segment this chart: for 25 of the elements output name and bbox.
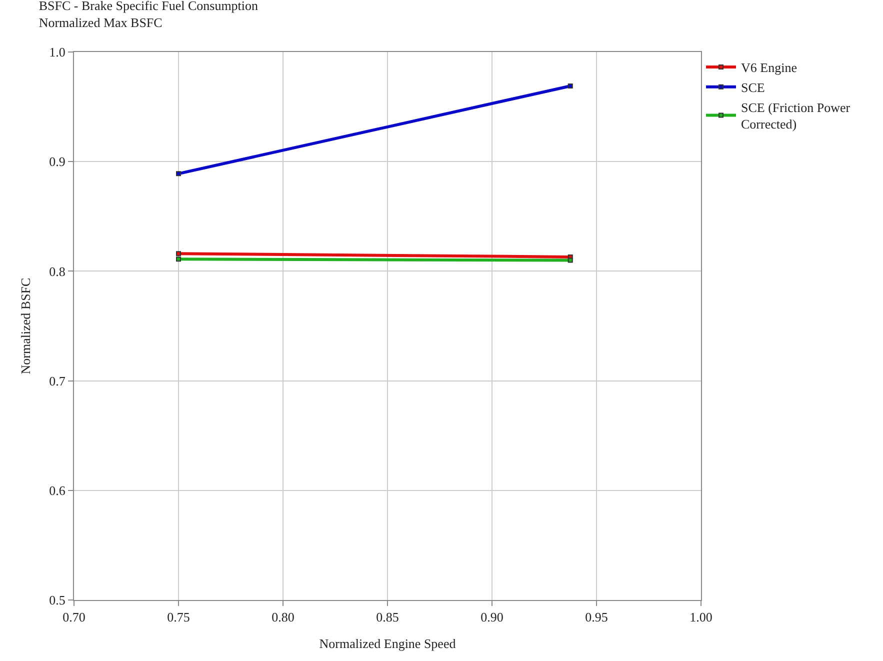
x-tick-label: 1.00 — [690, 610, 712, 625]
x-tick-label: 0.70 — [62, 610, 86, 625]
y-tick-label: 0.9 — [49, 154, 66, 170]
x-tick-label: 0.90 — [480, 610, 504, 625]
point — [568, 83, 573, 88]
point — [176, 171, 181, 176]
y-tick-label: 0.7 — [49, 373, 66, 388]
x-tick-label: 0.85 — [376, 610, 399, 625]
y-tick-label: 1.0 — [49, 44, 66, 60]
x-tick-label: 0.95 — [585, 610, 608, 625]
y-axis-title: Normalized BSFC — [18, 278, 34, 374]
legend-label: SCE (Friction Power Corrected) — [741, 100, 851, 132]
point — [568, 258, 573, 263]
y-tick-label: 0.8 — [49, 264, 66, 279]
chart-subtitle: Normalized Max BSFC — [38, 14, 162, 30]
point — [176, 256, 181, 262]
y-tick-label: 0.5 — [49, 592, 66, 608]
x-tick-label: 0.75 — [167, 610, 190, 625]
point — [176, 251, 181, 256]
x-axis-title: Normalized Engine Speed — [319, 636, 456, 652]
legend-label: V6 Engine — [741, 60, 798, 76]
chart-title: BSFC - Brake Specific Fuel Consumption — [38, 0, 259, 13]
y-tick-label: 0.6 — [49, 482, 66, 498]
legend-label: SCE — [741, 80, 765, 95]
x-tick-label: 0.80 — [272, 610, 294, 625]
